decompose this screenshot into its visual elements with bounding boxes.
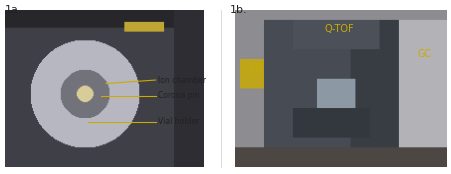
Text: 1b.: 1b. [230, 5, 248, 15]
Text: Ion chamber: Ion chamber [158, 76, 206, 85]
Text: Corona pin: Corona pin [158, 91, 199, 100]
Text: GC: GC [417, 49, 432, 59]
Text: LC: LC [250, 63, 262, 73]
Text: Q-TOF: Q-TOF [325, 24, 354, 34]
Text: Vial holder: Vial holder [158, 117, 199, 126]
Text: 1a.: 1a. [5, 5, 22, 15]
